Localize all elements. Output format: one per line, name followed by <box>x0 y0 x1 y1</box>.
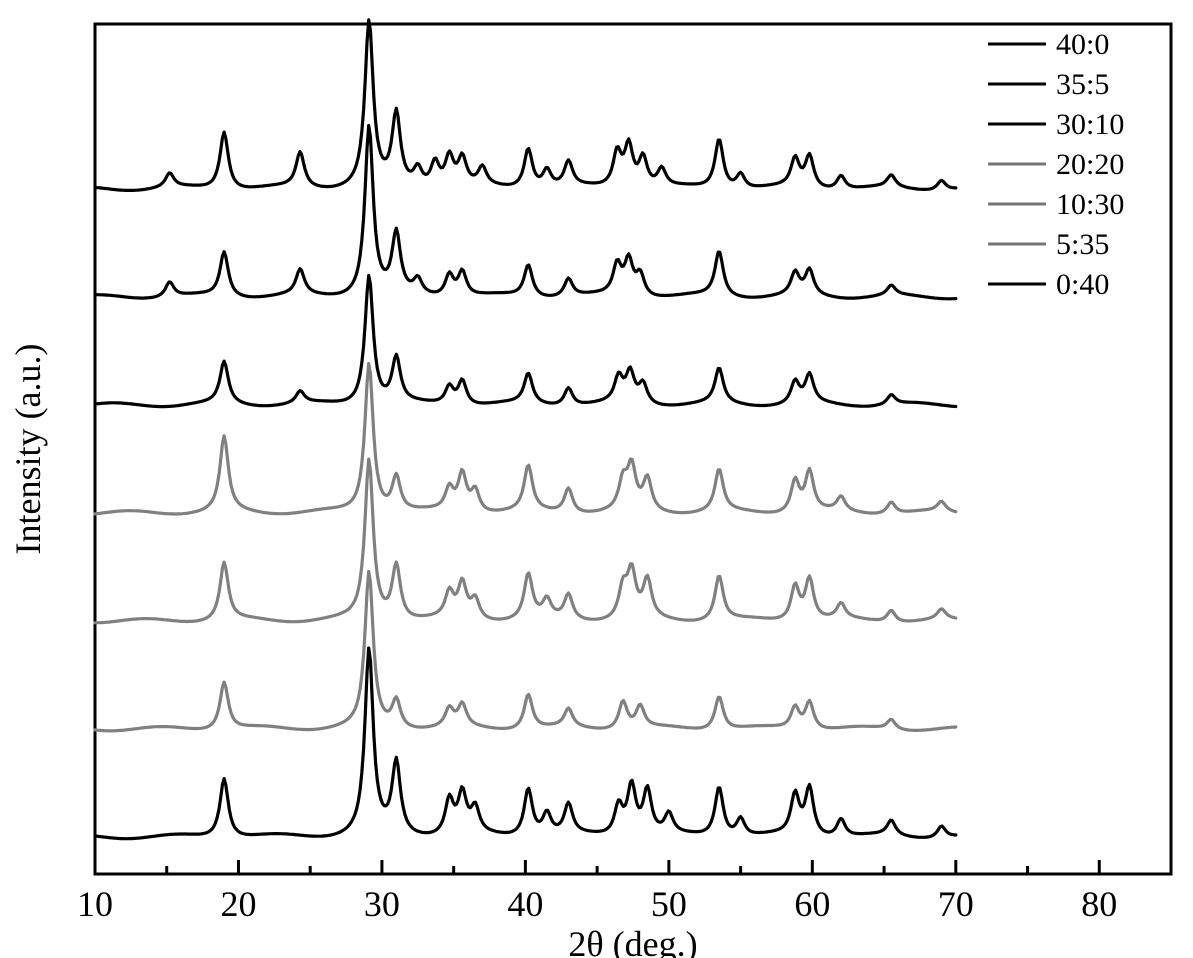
x-tick-label: 50 <box>651 884 687 924</box>
xrd-stacked-chart: 10 20 30 40 50 60 70 80 2θ (deg.) Intensity (a.u.… <box>0 0 1193 958</box>
x-axis-label: 2θ (deg.) <box>568 924 697 958</box>
legend-label: 35:5 <box>1056 68 1109 101</box>
x-tick-label: 40 <box>507 884 543 924</box>
x-tick-label: 80 <box>1081 884 1117 924</box>
x-tick-label: 60 <box>794 884 830 924</box>
legend-label: 40:0 <box>1056 28 1109 61</box>
y-axis-label: Intensity (a.u.) <box>8 344 48 555</box>
x-tick-label: 10 <box>77 884 113 924</box>
x-tick-label: 30 <box>364 884 400 924</box>
legend-label: 10:30 <box>1056 188 1124 221</box>
legend-label: 20:20 <box>1056 148 1124 181</box>
legend-label: 0:40 <box>1056 268 1109 301</box>
x-tick-label: 20 <box>220 884 256 924</box>
legend-label: 30:10 <box>1056 108 1124 141</box>
legend-label: 5:35 <box>1056 228 1109 261</box>
x-tick-label: 70 <box>938 884 974 924</box>
